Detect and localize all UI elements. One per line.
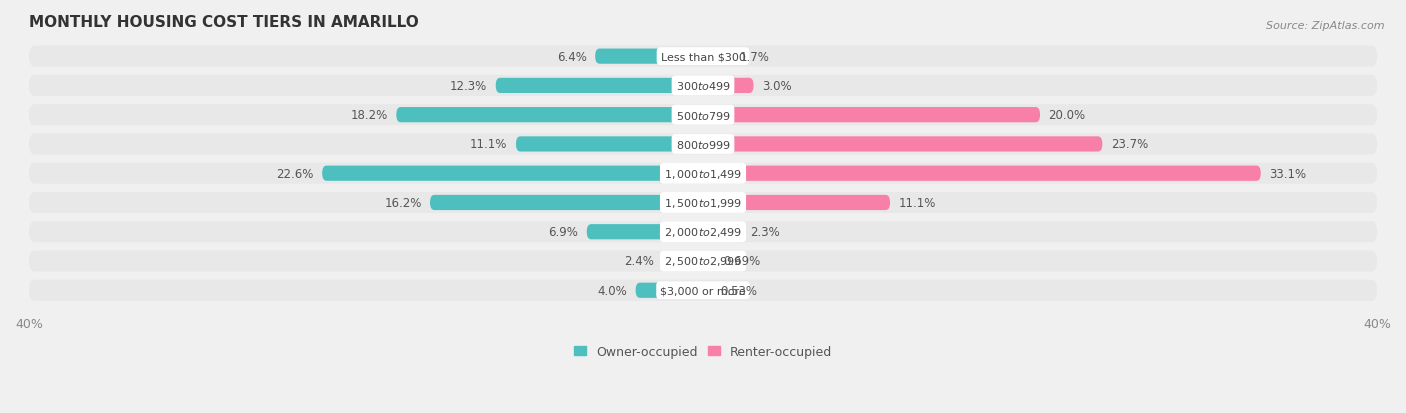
FancyBboxPatch shape: [30, 192, 1376, 214]
FancyBboxPatch shape: [30, 105, 1376, 126]
FancyBboxPatch shape: [703, 108, 1040, 123]
Text: 33.1%: 33.1%: [1270, 167, 1306, 180]
FancyBboxPatch shape: [516, 137, 703, 152]
Text: Source: ZipAtlas.com: Source: ZipAtlas.com: [1267, 21, 1385, 31]
FancyBboxPatch shape: [703, 78, 754, 94]
FancyBboxPatch shape: [586, 225, 703, 240]
Text: MONTHLY HOUSING COST TIERS IN AMARILLO: MONTHLY HOUSING COST TIERS IN AMARILLO: [30, 15, 419, 30]
Text: 11.1%: 11.1%: [898, 197, 936, 209]
FancyBboxPatch shape: [703, 166, 1261, 181]
FancyBboxPatch shape: [703, 283, 711, 298]
FancyBboxPatch shape: [322, 166, 703, 181]
FancyBboxPatch shape: [30, 280, 1376, 301]
Text: 16.2%: 16.2%: [384, 197, 422, 209]
FancyBboxPatch shape: [30, 47, 1376, 67]
Text: 6.9%: 6.9%: [548, 225, 578, 239]
FancyBboxPatch shape: [703, 137, 1102, 152]
FancyBboxPatch shape: [30, 134, 1376, 155]
Text: 2.3%: 2.3%: [751, 225, 780, 239]
FancyBboxPatch shape: [703, 225, 742, 240]
FancyBboxPatch shape: [396, 108, 703, 123]
Text: $2,500 to $2,999: $2,500 to $2,999: [664, 255, 742, 268]
Text: $300 to $499: $300 to $499: [675, 80, 731, 92]
FancyBboxPatch shape: [703, 254, 714, 269]
FancyBboxPatch shape: [636, 283, 703, 298]
Text: 4.0%: 4.0%: [598, 284, 627, 297]
FancyBboxPatch shape: [662, 254, 703, 269]
Text: $1,500 to $1,999: $1,500 to $1,999: [664, 197, 742, 209]
FancyBboxPatch shape: [703, 50, 731, 64]
Text: 1.7%: 1.7%: [740, 50, 770, 64]
Text: 12.3%: 12.3%: [450, 80, 488, 93]
Text: 2.4%: 2.4%: [624, 255, 654, 268]
Text: 22.6%: 22.6%: [277, 167, 314, 180]
FancyBboxPatch shape: [30, 163, 1376, 184]
Text: $800 to $999: $800 to $999: [675, 139, 731, 151]
Text: 0.53%: 0.53%: [720, 284, 758, 297]
FancyBboxPatch shape: [703, 195, 890, 211]
FancyBboxPatch shape: [430, 195, 703, 211]
Text: $1,000 to $1,499: $1,000 to $1,499: [664, 167, 742, 180]
Text: 20.0%: 20.0%: [1049, 109, 1085, 122]
Text: Less than $300: Less than $300: [661, 52, 745, 62]
FancyBboxPatch shape: [30, 251, 1376, 272]
Text: $3,000 or more: $3,000 or more: [661, 285, 745, 296]
FancyBboxPatch shape: [595, 50, 703, 64]
Text: $500 to $799: $500 to $799: [675, 109, 731, 121]
FancyBboxPatch shape: [496, 78, 703, 94]
Text: 23.7%: 23.7%: [1111, 138, 1149, 151]
FancyBboxPatch shape: [30, 76, 1376, 97]
Text: 18.2%: 18.2%: [350, 109, 388, 122]
Text: 6.4%: 6.4%: [557, 50, 586, 64]
Text: 0.69%: 0.69%: [723, 255, 761, 268]
Legend: Owner-occupied, Renter-occupied: Owner-occupied, Renter-occupied: [568, 340, 838, 363]
FancyBboxPatch shape: [30, 222, 1376, 243]
Text: 3.0%: 3.0%: [762, 80, 792, 93]
Text: 11.1%: 11.1%: [470, 138, 508, 151]
Text: $2,000 to $2,499: $2,000 to $2,499: [664, 225, 742, 239]
